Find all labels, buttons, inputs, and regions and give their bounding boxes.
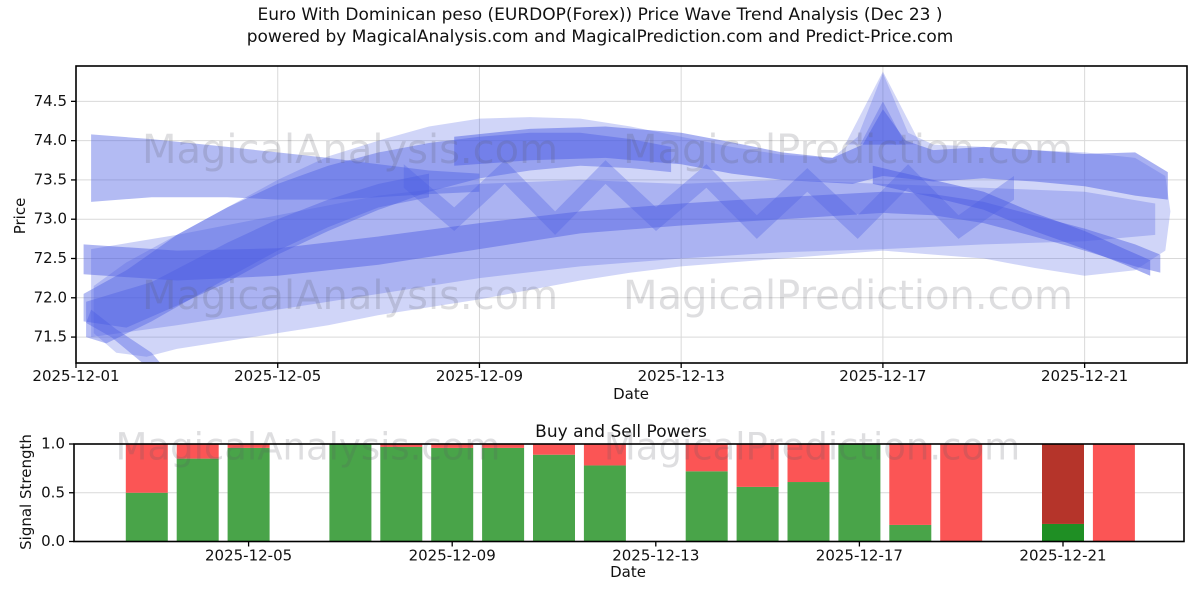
sell-segment — [176, 444, 219, 459]
sell-segment — [380, 444, 423, 447]
buy-segment — [736, 486, 779, 542]
watermark: MagicalAnalysis.com MagicalPrediction.com — [116, 426, 1021, 469]
watermark: MagicalAnalysis.com MagicalPrediction.com… — [142, 127, 1073, 319]
sell-segment — [583, 444, 626, 466]
price-axis-label: Price — [11, 197, 29, 235]
buy-segment — [838, 444, 881, 542]
svg-text:2025-12-21: 2025-12-21 — [1041, 367, 1128, 385]
svg-text:2025-12-05: 2025-12-05 — [234, 367, 321, 385]
sell-segment — [533, 444, 575, 455]
sell-segment — [1092, 444, 1135, 542]
sell-segment — [736, 444, 779, 487]
bar-2025-12-22 — [1092, 444, 1135, 542]
svg-text:2025-12-21: 2025-12-21 — [1019, 547, 1106, 565]
svg-text:2025-12-13: 2025-12-13 — [612, 547, 699, 565]
signal-bars — [125, 444, 1135, 542]
bar-2025-12-09 — [431, 444, 474, 542]
bar-2025-12-11 — [533, 444, 575, 542]
bar-2025-12-16 — [787, 444, 830, 542]
svg-text:MagicalAnalysis.com: MagicalAnalysis.com — [116, 426, 501, 469]
buy-sell-chart-title: Buy and Sell Powers — [535, 422, 707, 442]
svg-text:0.0: 0.0 — [41, 532, 65, 550]
svg-text:74.5: 74.5 — [34, 92, 67, 110]
bar-2025-12-12 — [583, 444, 626, 542]
svg-text:MagicalPrediction.com: MagicalPrediction.com — [623, 127, 1073, 173]
buy-segment — [482, 447, 525, 542]
svg-text:73.5: 73.5 — [34, 170, 67, 188]
sell-segment — [482, 444, 525, 448]
sell-segment — [940, 444, 983, 542]
ticks-bottom: 2025-12-05 2025-12-09 2025-12-13 2025-12-17… — [41, 435, 1106, 565]
date-axis-label-bottom: Date — [610, 563, 646, 581]
buy-segment — [176, 458, 219, 542]
svg-text:2025-12-09: 2025-12-09 — [436, 367, 523, 385]
figure-subtitle: powered by MagicalAnalysis.com and Magic… — [246, 27, 954, 47]
sell-segment — [1042, 444, 1084, 524]
svg-text:2025-12-05: 2025-12-05 — [205, 547, 292, 565]
bar-2025-12-04 — [176, 444, 219, 542]
svg-text:71.5: 71.5 — [34, 328, 67, 346]
bar-2025-12-10 — [482, 444, 525, 542]
sell-segment — [431, 444, 474, 448]
bar-2025-12-14 — [685, 444, 728, 542]
bar-2025-12-19 — [940, 444, 983, 542]
price-wave-bands — [83, 71, 1171, 363]
bar-2025-12-21 — [1042, 444, 1084, 542]
axes-frame-top — [75, 65, 1188, 364]
bar-2025-12-03 — [125, 444, 168, 542]
bar-2025-12-15 — [736, 444, 779, 542]
svg-text:74.0: 74.0 — [34, 131, 67, 149]
svg-text:1.0: 1.0 — [41, 435, 65, 453]
svg-text:72.0: 72.0 — [34, 288, 67, 306]
sell-segment — [125, 444, 168, 493]
signal-strength-axis-label: Signal Strength — [17, 434, 35, 550]
svg-text:MagicalPrediction.com: MagicalPrediction.com — [604, 426, 1020, 469]
bar-2025-12-08 — [380, 444, 423, 542]
ticks-top: 2025-12-01 2025-12-05 2025-12-09 2025-12-13… — [32, 92, 1128, 385]
buy-segment — [889, 524, 932, 542]
svg-text:2025-12-13: 2025-12-13 — [638, 367, 725, 385]
svg-text:73.0: 73.0 — [34, 210, 67, 228]
svg-text:MagicalPrediction.com: MagicalPrediction.com — [623, 273, 1073, 319]
svg-text:2025-12-17: 2025-12-17 — [839, 367, 926, 385]
buy-segment — [685, 471, 728, 542]
sell-segment — [685, 444, 728, 472]
buy-segment — [329, 444, 372, 542]
bar-2025-12-18 — [889, 444, 932, 542]
buy-segment — [431, 447, 474, 542]
buy-segment — [787, 482, 830, 542]
figure-title: Euro With Dominican peso (EURDOP(Forex))… — [257, 5, 943, 25]
buy-segment — [380, 446, 423, 542]
svg-text:2025-12-17: 2025-12-17 — [816, 547, 903, 565]
buy-segment — [125, 492, 168, 542]
bar-2025-12-07 — [329, 444, 372, 542]
bar-2025-12-05 — [227, 444, 270, 542]
svg-text:0.5: 0.5 — [41, 483, 65, 501]
sell-segment — [227, 444, 270, 448]
svg-text:72.5: 72.5 — [34, 249, 67, 267]
grid-top — [75, 66, 1187, 363]
sell-segment — [889, 444, 932, 525]
buy-segment — [1042, 523, 1084, 542]
svg-text:MagicalAnalysis.com: MagicalAnalysis.com — [142, 273, 558, 319]
svg-text:2025-12-09: 2025-12-09 — [409, 547, 496, 565]
buy-segment — [583, 465, 626, 542]
buy-segment — [227, 447, 270, 542]
buy-segment — [533, 454, 575, 542]
svg-text:2025-12-01: 2025-12-01 — [32, 367, 119, 385]
sell-segment — [787, 444, 830, 483]
date-axis-label-top: Date — [613, 385, 649, 403]
bar-2025-12-17 — [838, 444, 881, 542]
svg-text:MagicalAnalysis.com: MagicalAnalysis.com — [142, 127, 558, 173]
